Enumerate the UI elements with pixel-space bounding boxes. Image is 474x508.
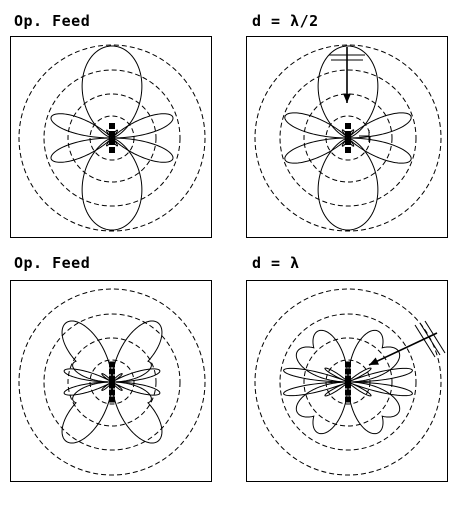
panel-3-title: Op. Feed	[14, 254, 91, 272]
grid-circle-1	[325, 115, 371, 161]
panel-2-title: d = λ/2	[252, 12, 319, 30]
element-feed-icon	[109, 139, 115, 145]
element-feed-icon	[345, 382, 351, 389]
element-feed-icon	[345, 147, 351, 153]
element-feed-icon	[345, 368, 351, 375]
arrow-icon	[369, 357, 379, 365]
grid-circle-2	[67, 93, 157, 183]
element-feed-icon	[109, 361, 115, 368]
grid-circle-4	[254, 288, 442, 476]
element-feed-icon	[345, 123, 351, 129]
grid-circle-4	[254, 44, 442, 232]
side-lobes	[284, 112, 412, 164]
grid-circle-4	[18, 288, 206, 476]
grid-circle-3	[43, 69, 181, 207]
grid-circle-3	[279, 313, 417, 451]
ground-plane-icon	[424, 320, 446, 354]
grid-circle-1	[89, 115, 135, 161]
element-feed-icon	[345, 375, 351, 382]
element-feed-icon	[345, 361, 351, 368]
element-feed-icon	[345, 131, 351, 137]
panel-1-title: Op. Feed	[14, 12, 91, 30]
grid-circle-2	[67, 337, 157, 427]
pattern-plot-3	[18, 288, 206, 476]
direction-arrow	[368, 332, 438, 366]
element-feed-icon	[109, 375, 115, 382]
element-feed-icon	[109, 368, 115, 375]
grid-circle-4	[18, 44, 206, 232]
pattern-plot-1	[18, 44, 206, 232]
arrow-icon	[343, 93, 351, 103]
grid-circle-2	[303, 93, 393, 183]
pattern-plot-4	[254, 288, 446, 476]
pattern-plot-2	[254, 44, 442, 232]
panel-4-title: d = λ	[252, 254, 300, 272]
element-feed-icon	[109, 147, 115, 153]
grid-circle-2	[303, 337, 393, 427]
element-feed-icon	[345, 139, 351, 145]
radiation-pattern-panel-1	[10, 36, 212, 238]
element-feed-icon	[109, 131, 115, 137]
grid-circle-3	[43, 313, 181, 451]
element-feed-icon	[109, 396, 115, 403]
ground-plane-icon	[414, 324, 436, 358]
radiation-pattern-panel-4	[246, 280, 448, 482]
radiation-pattern-panel-2	[246, 36, 448, 238]
grid-circle-1	[325, 359, 371, 405]
element-feed-icon	[109, 382, 115, 389]
grid-circle-1	[89, 359, 135, 405]
element-feed-icon	[109, 389, 115, 396]
ground-plane-icon	[419, 322, 441, 356]
radiation-pattern-panel-3	[10, 280, 212, 482]
element-feed-icon	[345, 396, 351, 403]
side-lobes	[50, 113, 174, 163]
element-feed-icon	[109, 123, 115, 129]
grid-circle-3	[279, 69, 417, 207]
element-feed-icon	[345, 389, 351, 396]
